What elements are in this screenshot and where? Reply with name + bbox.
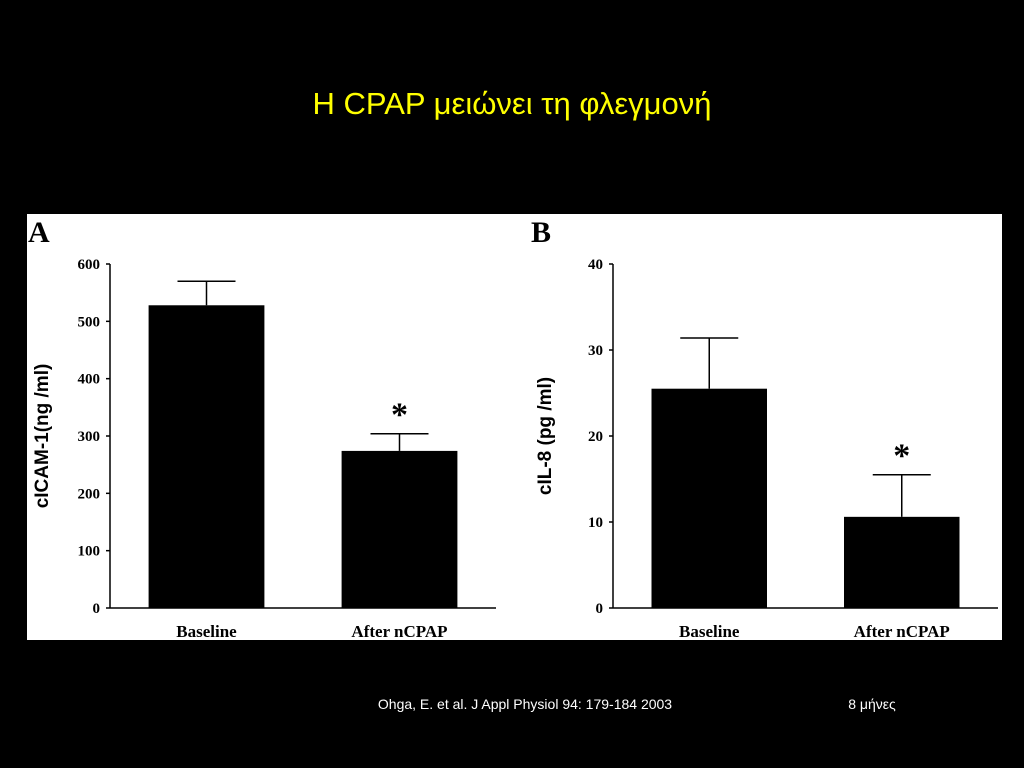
y-tick-label: 0 <box>596 601 604 617</box>
significance-marker: * <box>893 438 910 475</box>
y-tick-label: 600 <box>78 257 101 273</box>
y-tick-label: 10 <box>588 515 603 531</box>
y-tick-label: 40 <box>588 257 603 273</box>
x-tick-label: After nCPAP <box>351 622 447 641</box>
bar <box>651 388 767 608</box>
panel-label: B <box>531 216 551 249</box>
y-tick-label: 0 <box>93 601 101 617</box>
y-tick-label: 100 <box>78 544 101 560</box>
bar <box>148 305 265 608</box>
x-tick-label: Baseline <box>176 622 237 641</box>
y-axis-label: cICAM-1(ng /ml) <box>32 364 53 509</box>
y-tick-label: 30 <box>588 343 603 359</box>
y-tick-label: 20 <box>588 429 603 445</box>
citation: Ohga, E. et al. J Appl Physiol 94: 179-1… <box>378 696 672 712</box>
x-tick-label: Baseline <box>679 622 740 641</box>
bar <box>844 516 960 608</box>
y-tick-label: 500 <box>78 314 101 330</box>
y-tick-label: 200 <box>78 486 101 502</box>
x-tick-label: After nCPAP <box>854 622 950 641</box>
panel-label: A <box>28 216 50 249</box>
note: 8 μήνες <box>848 696 896 712</box>
y-tick-label: 300 <box>78 429 101 445</box>
significance-marker: * <box>391 397 408 434</box>
slide-title: Η CPAP μειώνει τη φλεγμονή <box>312 86 711 121</box>
y-tick-label: 400 <box>78 372 101 388</box>
y-axis-label: cIL-8 (pg /ml) <box>535 377 556 495</box>
bar <box>341 450 458 608</box>
